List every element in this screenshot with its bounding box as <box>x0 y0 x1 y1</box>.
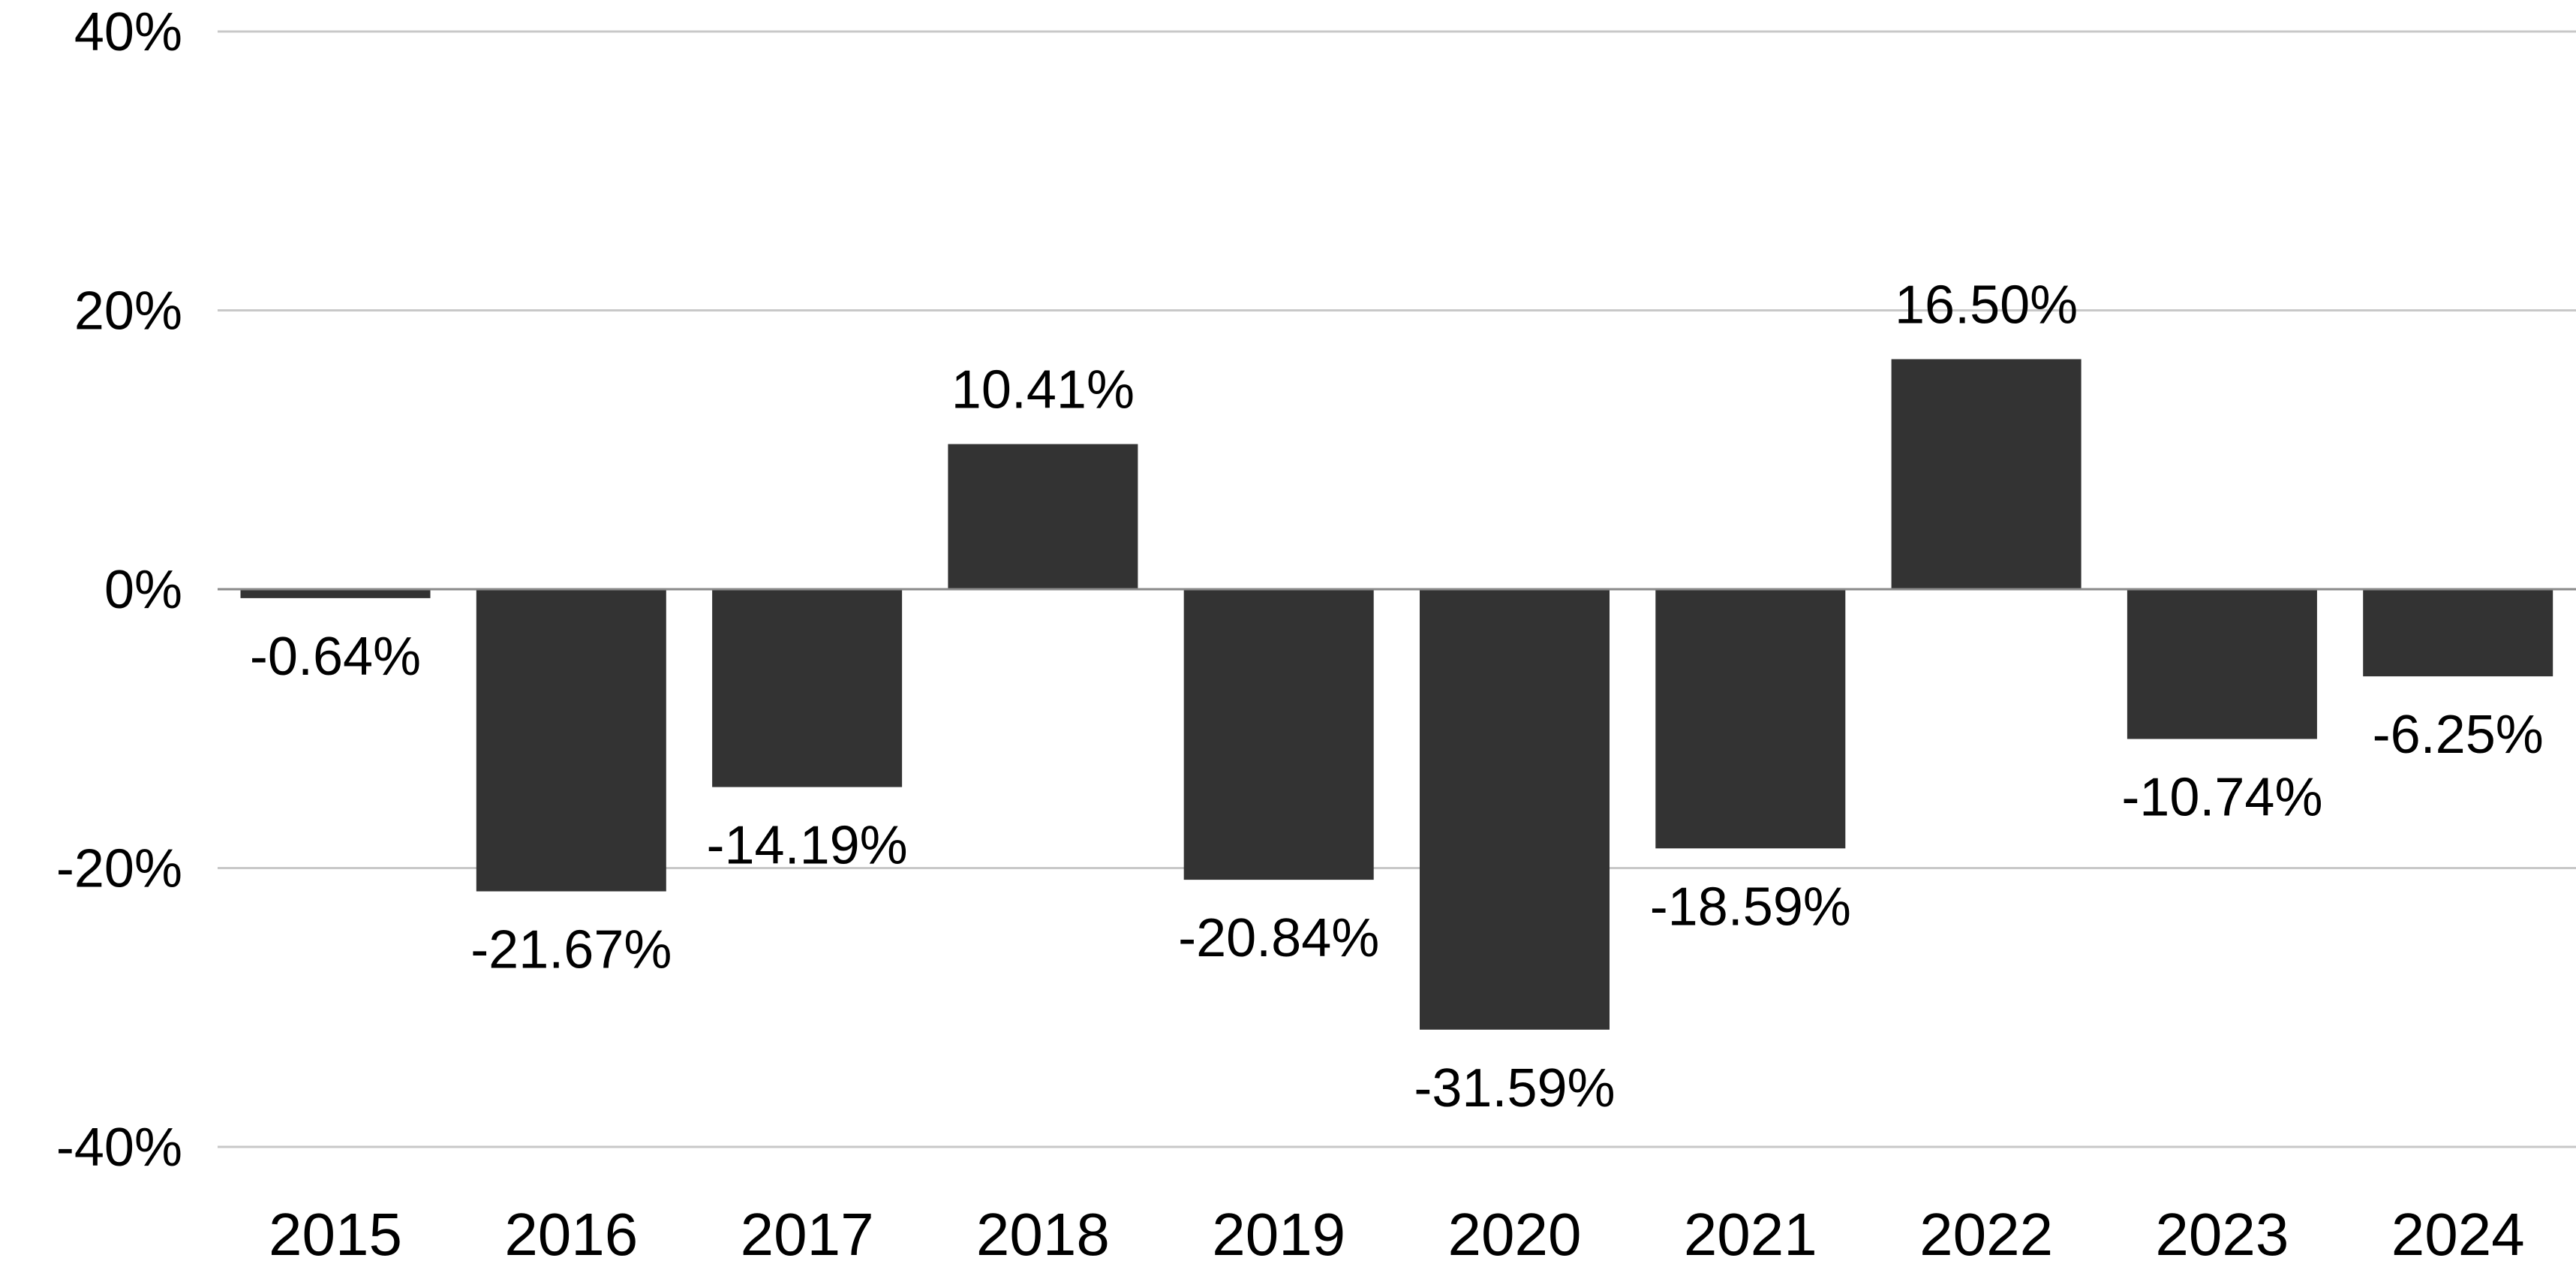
x-tick-label: 2023 <box>2155 1201 2289 1268</box>
x-tick-label: 2022 <box>1919 1201 2053 1268</box>
x-tick-label: 2020 <box>1448 1201 1582 1268</box>
x-tick-label: 2017 <box>741 1201 874 1268</box>
bar-2017 <box>712 589 903 787</box>
data-label-2023: -10.74% <box>2121 767 2322 827</box>
data-label-2022: 16.50% <box>1895 275 2078 336</box>
data-labels: -0.64% -21.67% -14.19% 10.41% -20.84% -31.59%… <box>250 275 2544 1118</box>
x-tick-label: 2015 <box>269 1201 402 1268</box>
data-label-2016: -21.67% <box>470 920 672 980</box>
bar-2020 <box>1420 589 1610 1030</box>
y-tick-label: -40% <box>56 1118 182 1178</box>
x-tick-label: 2016 <box>504 1201 638 1268</box>
bar-2023 <box>2127 589 2317 739</box>
y-tick-label: 40% <box>74 2 182 62</box>
data-label-2021: -18.59% <box>1650 877 1851 937</box>
data-label-2020: -31.59% <box>1414 1058 1615 1118</box>
x-tick-label: 2018 <box>976 1201 1110 1268</box>
bar-2024 <box>2363 589 2553 677</box>
bar-2021 <box>1655 589 1846 849</box>
data-label-2017: -14.19% <box>707 816 908 876</box>
y-axis-ticks: 40% 20% 0% -20% -40% <box>56 2 182 1178</box>
data-label-2018: 10.41% <box>951 360 1135 420</box>
x-tick-label: 2019 <box>1212 1201 1345 1268</box>
bar-2019 <box>1183 589 1374 880</box>
data-label-2015: -0.64% <box>250 627 421 687</box>
bars <box>240 359 2553 1030</box>
y-tick-label: 20% <box>74 281 182 342</box>
bar-2022 <box>1891 359 2082 589</box>
data-label-2024: -6.25% <box>2373 705 2544 765</box>
x-axis-ticks: 2015 2016 2017 2018 2019 2020 2021 2022 2023 2024 <box>269 1201 2525 1268</box>
bar-2018 <box>948 444 1138 589</box>
bar-2016 <box>476 589 666 892</box>
y-tick-label: 0% <box>104 560 182 620</box>
data-label-2019: -20.84% <box>1178 908 1379 968</box>
x-tick-label: 2021 <box>1684 1201 1817 1268</box>
bar-2015 <box>240 589 431 598</box>
x-tick-label: 2024 <box>2391 1201 2525 1268</box>
y-tick-label: -20% <box>56 839 182 899</box>
